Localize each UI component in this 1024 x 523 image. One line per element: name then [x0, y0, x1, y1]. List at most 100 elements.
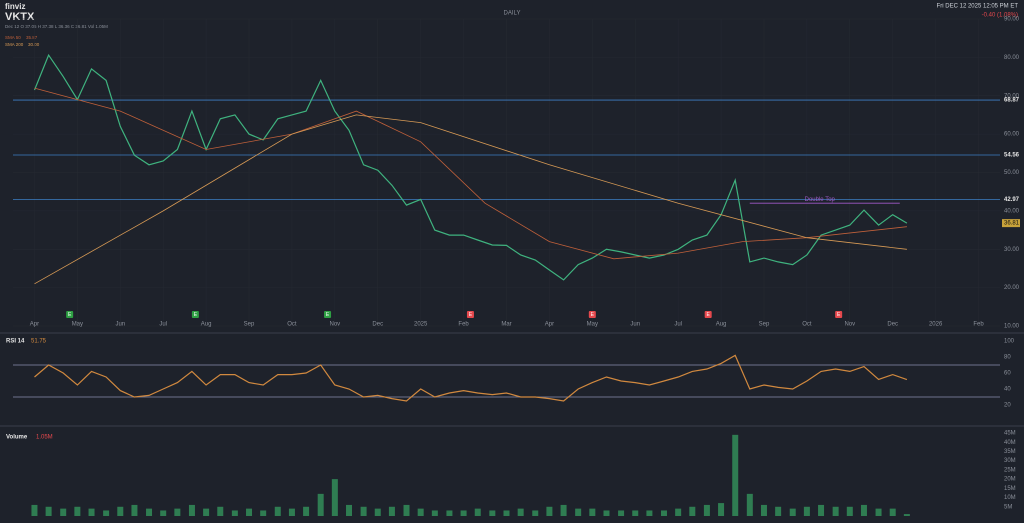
earnings-marker — [466, 311, 474, 318]
y-tick-label: 90.00 — [1004, 17, 1020, 23]
datetime: Fri DEC 12 2025 12:05 PM ET — [937, 4, 1019, 10]
volume-bar — [160, 510, 167, 516]
x-tick-label: 2025 — [414, 322, 428, 328]
volume-bar — [746, 493, 753, 516]
y-tick-label: 40.00 — [1004, 208, 1020, 214]
y-tick-label: 5M — [1004, 504, 1012, 510]
volume-bar — [775, 506, 782, 516]
volume-bar — [546, 506, 553, 516]
volume-bar — [346, 504, 353, 516]
annotation: Double Top — [805, 197, 836, 203]
rsi-title: RSI 14 — [6, 339, 25, 345]
x-tick-label: Aug — [201, 322, 212, 328]
x-tick-label: Jun — [630, 322, 640, 328]
volume-bar — [903, 514, 910, 516]
x-tick-label: Jul — [674, 322, 682, 328]
y-tick-label: 10M — [1004, 495, 1016, 501]
volume-bar — [431, 510, 438, 516]
volume-bar — [88, 508, 95, 516]
y-tick-label: 10.00 — [1004, 324, 1020, 330]
earnings-label: E — [326, 312, 330, 318]
earnings-marker — [191, 311, 199, 318]
volume-bar — [303, 506, 310, 516]
level-label: 42.97 — [1004, 197, 1020, 203]
y-tick-label: 35M — [1004, 449, 1016, 455]
earnings-label: E — [707, 312, 711, 318]
x-tick-label: Apr — [30, 322, 39, 328]
volume-bar — [660, 510, 667, 516]
x-tick-label: Dec — [372, 322, 383, 328]
volume-bar — [403, 504, 410, 516]
volume-bar — [117, 506, 124, 516]
volume-bar — [846, 506, 853, 516]
volume-bar — [875, 508, 882, 516]
volume-bar — [231, 510, 238, 516]
series-line — [34, 87, 907, 260]
x-tick-label: Apr — [545, 322, 554, 328]
series-line — [33, 53, 908, 281]
earnings-label: E — [68, 312, 72, 318]
x-tick-label: Nov — [844, 322, 855, 328]
y-tick-label: 40 — [1004, 387, 1011, 393]
y-tick-label: 50.00 — [1004, 170, 1020, 176]
y-tick-label: 40M — [1004, 440, 1016, 446]
volume-bar — [317, 493, 324, 516]
y-tick-label: 80 — [1004, 355, 1011, 361]
volume-bar — [560, 504, 567, 516]
earnings-marker — [835, 311, 843, 318]
volume-bar — [331, 479, 338, 516]
sma200-value: 30.00 — [28, 42, 40, 47]
earnings-label: E — [591, 312, 595, 318]
x-tick-label: May — [587, 322, 598, 328]
sma200-name: SMA 200 — [5, 42, 24, 47]
volume-bar — [646, 510, 653, 516]
volume-bar — [460, 510, 467, 516]
level-label: 68.87 — [1004, 98, 1020, 104]
volume-bar — [188, 504, 195, 516]
volume-bar — [74, 506, 81, 516]
interval: DAILY — [504, 11, 521, 17]
volume-bar — [703, 504, 710, 516]
y-tick-label: 80.00 — [1004, 55, 1020, 61]
sma50-value: 35.87 — [26, 35, 38, 40]
series-line — [34, 114, 907, 285]
logo: finviz — [5, 2, 25, 11]
volume-bar — [45, 506, 52, 516]
last-price-box — [1002, 219, 1020, 228]
volume-bar — [146, 508, 153, 516]
earnings-label: E — [837, 312, 841, 318]
volume-bar — [517, 508, 524, 516]
volume-bar — [474, 508, 481, 516]
volume-bar — [246, 508, 253, 516]
x-tick-label: Dec — [887, 322, 898, 328]
volume-bar — [832, 506, 839, 516]
x-tick-label: Mar — [501, 322, 511, 328]
volume-bar — [860, 504, 867, 516]
y-tick-label: 30M — [1004, 458, 1016, 464]
earnings-marker — [66, 311, 74, 318]
y-tick-label: 60.00 — [1004, 132, 1020, 138]
ticker: VKTX — [5, 11, 35, 23]
volume-bar — [760, 504, 767, 516]
volume-bar — [174, 508, 181, 516]
volume-bar — [818, 504, 825, 516]
volume-bar — [589, 508, 596, 516]
sma50-name: SMA 50 — [5, 35, 21, 40]
volume-bar — [618, 510, 625, 516]
y-tick-label: 20 — [1004, 403, 1011, 409]
y-tick-label: 15M — [1004, 486, 1016, 492]
change: -0.40 (1.08%) — [982, 13, 1018, 19]
x-tick-label: Oct — [287, 322, 297, 328]
volume-bar — [103, 510, 110, 516]
volume-bar — [131, 504, 138, 516]
series-line — [34, 354, 908, 402]
earnings-marker — [588, 311, 596, 318]
y-tick-label: 45M — [1004, 431, 1016, 437]
volume-bar — [732, 434, 739, 516]
volume-bar — [446, 510, 453, 516]
volume-bar — [689, 506, 696, 516]
ohlc: Dec 12 O 37.05 H 37.38 L 36.36 C 36.81 V… — [5, 24, 108, 29]
last-price: 36.81 — [1004, 221, 1020, 227]
earnings-marker — [324, 311, 332, 318]
